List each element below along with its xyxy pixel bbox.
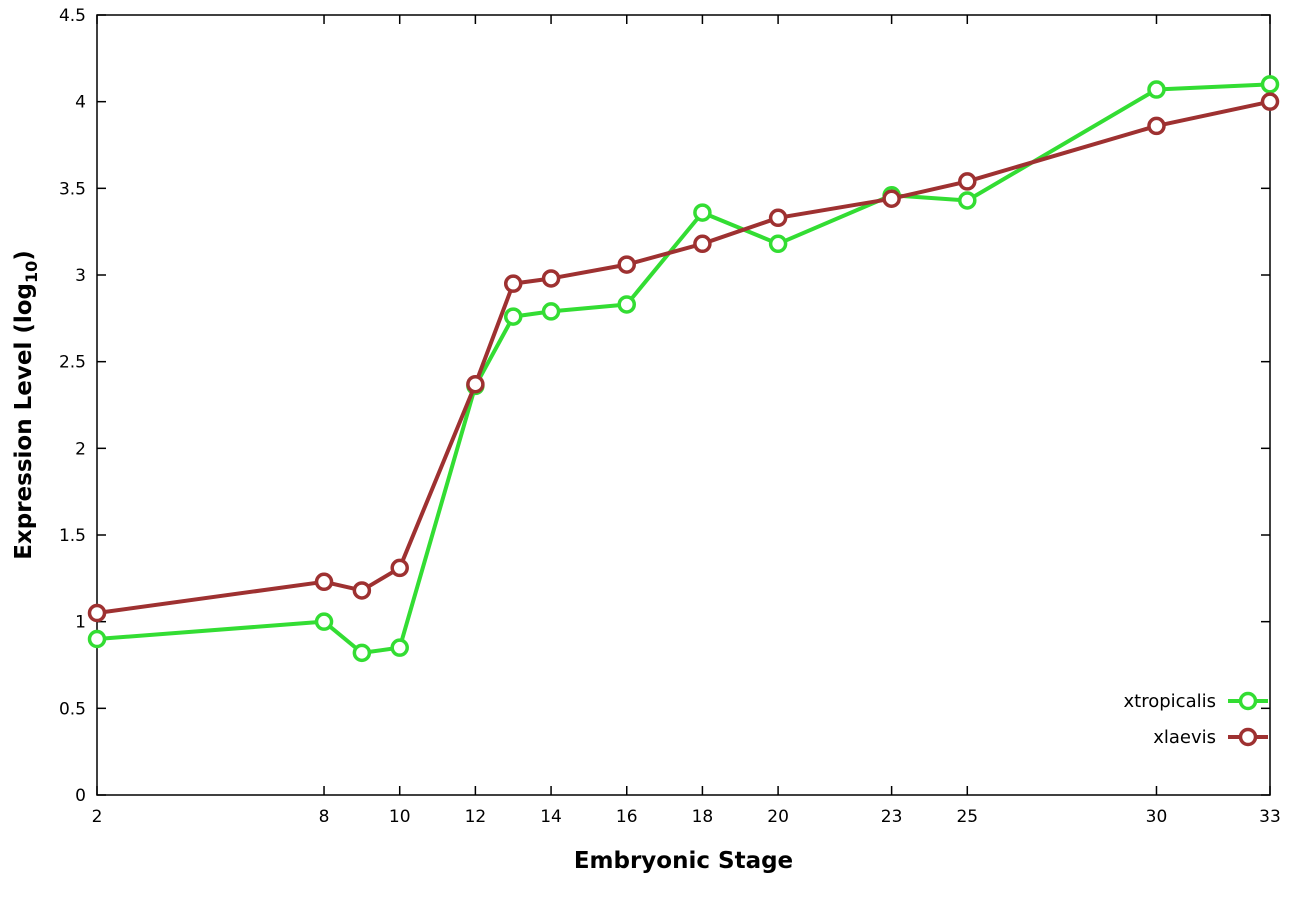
x-tick-label: 16 (616, 807, 638, 827)
legend-item-xtropicalis: xtropicalis (1124, 691, 1268, 712)
legend-item-xlaevis: xlaevis (1153, 727, 1268, 748)
data-point-xtropicalis (1147, 80, 1166, 99)
data-point-xlaevis (541, 269, 561, 288)
data-point-xtropicalis (87, 629, 107, 649)
data-point-xlaevis (390, 558, 409, 578)
legend-marker-xlaevis (1238, 727, 1258, 747)
y-tick-label: 0 (75, 786, 86, 806)
y-axis-label-text: Expression Level (log (11, 282, 38, 560)
data-point-xtropicalis (1260, 75, 1280, 94)
y-axis-label: Expression Level (log10) (11, 250, 41, 560)
x-axis-label: Embryonic Stage (573, 848, 794, 874)
y-tick-label: 3 (75, 266, 86, 286)
legend-label-xtropicalis: xtropicalis (1124, 691, 1216, 712)
y-axis-label-suffix: ) (11, 250, 38, 261)
data-point-xtropicalis (503, 307, 523, 326)
x-tick-label: 14 (540, 807, 562, 827)
data-point-xlaevis (1147, 116, 1166, 136)
y-tick-label: 2 (75, 439, 86, 459)
legend-label-xlaevis: xlaevis (1153, 727, 1216, 748)
x-tick-label: 33 (1259, 807, 1281, 827)
data-point-xtropicalis (768, 234, 788, 254)
y-tick-label: 1 (75, 613, 86, 633)
data-point-xtropicalis (958, 191, 977, 210)
x-tick-label: 18 (692, 807, 714, 827)
data-point-xlaevis (466, 374, 485, 394)
y-tick-label: 1.5 (59, 526, 86, 546)
x-tick-label: 23 (881, 807, 903, 827)
data-point-xtropicalis (390, 638, 409, 657)
data-point-xtropicalis (693, 203, 712, 222)
y-tick-label: 4 (75, 93, 86, 113)
y-tick-label: 2.5 (59, 353, 86, 373)
y-axis-label-subscript: 10 (21, 260, 41, 283)
x-tick-label: 12 (465, 807, 487, 827)
x-tick-label: 30 (1146, 807, 1168, 827)
x-tick-label: 25 (956, 807, 978, 827)
y-tick-label: 4.5 (59, 6, 86, 26)
data-point-xlaevis (1260, 92, 1280, 111)
data-point-xtropicalis (314, 612, 334, 631)
data-point-xlaevis (768, 208, 788, 228)
data-point-xlaevis (882, 189, 901, 208)
data-point-xtropicalis (352, 643, 372, 663)
data-point-xlaevis (617, 255, 636, 274)
x-tick-label: 10 (389, 807, 411, 827)
x-tick-label: 8 (319, 807, 330, 827)
data-point-xlaevis (352, 581, 372, 600)
y-tick-label: 3.5 (59, 179, 86, 199)
legend-marker-xtropicalis (1238, 691, 1258, 711)
data-point-xtropicalis (541, 302, 561, 321)
data-point-xlaevis (87, 603, 107, 623)
data-point-xlaevis (693, 234, 712, 254)
plot-border (96, 14, 1271, 796)
data-point-xlaevis (958, 172, 977, 191)
plot-area (97, 15, 1270, 795)
x-tick-label: 2 (92, 807, 103, 827)
data-point-xtropicalis (617, 295, 636, 314)
data-point-xlaevis (503, 274, 523, 293)
x-tick-label: 20 (767, 807, 789, 827)
y-tick-label: 0.5 (59, 699, 86, 719)
data-point-xlaevis (314, 572, 334, 592)
